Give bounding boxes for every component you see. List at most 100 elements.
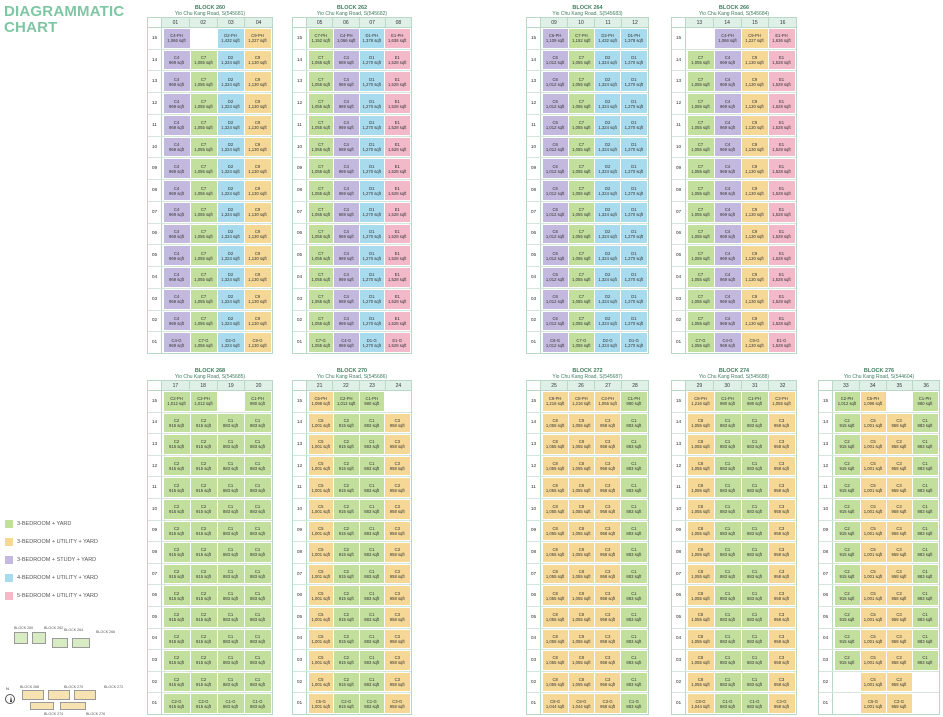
unit-cell: C1 883 sqft: [714, 564, 741, 584]
unit-area: 1,055 sqft: [691, 212, 710, 218]
unit-type: C3: [604, 504, 611, 510]
unit-area: 883 sqft: [720, 509, 735, 515]
unit-type: C3: [896, 417, 902, 423]
unit-area: 1,055 sqft: [194, 342, 213, 348]
floor-row: 01 C2-G 915 sqft C2-G 915 sqft C1-G 883 sqft C1…: [148, 693, 272, 714]
unit-type: C1-PH: [627, 396, 641, 402]
floor-units: C8 1,055 sqft C8 1,055 sqft C3 958 sqft C1 883 …: [541, 564, 648, 585]
unit-cell: D2 1,324 sqft: [595, 72, 621, 92]
unit-cell: C1 883 sqft: [621, 521, 647, 541]
unit-area: 1,055 sqft: [691, 444, 710, 450]
unit-area: 915 sqft: [196, 682, 211, 688]
unit-type: C2: [844, 612, 850, 618]
unit-area: 883 sqft: [250, 509, 265, 515]
floor-units: C8-G 1,044 sqft C1-G 883 sqft C1-G 883 sqft C3…: [686, 693, 796, 714]
floor-row: 07 C7 1,055 sqft C4 969 sqft C9 1,130 sqft E1 1,…: [672, 201, 796, 224]
unit-type: C1: [724, 569, 731, 575]
unit-cell: D2 1,324 sqft: [217, 224, 244, 244]
unit-area: 969 sqft: [720, 81, 735, 87]
floor-row: 06 C8 1,055 sqft C8 1,055 sqft C3 958 sqft C1 88…: [527, 585, 648, 607]
unit-cell: C7 1,055 sqft: [190, 72, 217, 92]
unit-area: 883 sqft: [364, 466, 380, 472]
unit-area: 958 sqft: [774, 660, 789, 666]
unit-area: 1,055 sqft: [545, 574, 565, 580]
unit-cell: C5 1,001 sqft: [860, 629, 886, 649]
unit-area: 915 sqft: [839, 466, 855, 472]
floor-label: 11: [293, 114, 307, 136]
key-block-label: BLOCK 272: [104, 685, 124, 689]
unit-type: C9: [751, 55, 758, 61]
floor-row: 14 C2 915 sqft C5 1,001 sqft C3 958 sqft C1 883 …: [819, 412, 939, 435]
floor-units: C8 1,055 sqft C1 883 sqft C1 883 sqft C3 958 sq…: [686, 499, 796, 520]
unit-type: C7: [697, 272, 704, 278]
unit-area: 1,270 sqft: [362, 277, 381, 283]
unit-type: C2: [343, 417, 349, 423]
unit-cell: C6 1,012 sqft: [542, 137, 568, 157]
unit-cell: C2 915 sqft: [334, 499, 359, 519]
unit-area: 915 sqft: [338, 552, 354, 558]
unit-number: 30: [714, 381, 742, 390]
unit-cell: C1 883 sqft: [217, 586, 244, 605]
unit-area: 1,001 sqft: [863, 487, 883, 493]
unit-cell: C7-G 1,055 sqft: [568, 333, 594, 353]
key-block-label: BLOCK 260: [14, 626, 34, 630]
floor-units: C6 1,012 sqft C7 1,055 sqft D2 1,324 sqft D1 1,…: [541, 311, 648, 332]
unit-cell: C3 958 sqft: [385, 499, 410, 519]
floor-units: C2-G 915 sqft C2-G 915 sqft C1-G 883 sqft C1-G…: [162, 693, 272, 714]
unit-area: 915 sqft: [338, 660, 354, 666]
unit-type: C3: [896, 655, 902, 661]
unit-type: C3: [778, 461, 785, 467]
floor-units: C4 969 sqft C7 1,055 sqft D2 1,324 sqft C9 1,13…: [162, 224, 272, 245]
unit-cell: C9-PH 1,227 sqft: [244, 29, 271, 48]
unit-cell: C5 1,001 sqft: [860, 672, 886, 692]
floor-units: C2 915 sqft C5 1,001 sqft C3 958 sqft C1 883 sq…: [833, 413, 939, 434]
unit-cell: C1 883 sqft: [741, 521, 768, 541]
unit-area: 1,130 sqft: [248, 168, 267, 174]
floor-label: 08: [672, 542, 686, 563]
unit-cell: C2 915 sqft: [190, 651, 217, 670]
unit-type: C5: [318, 590, 324, 596]
floor-units: C8 1,055 sqft C1 883 sqft C1 883 sqft C3 958 sq…: [686, 650, 796, 671]
unit-area: 883 sqft: [364, 595, 380, 601]
corner-cell: [672, 18, 686, 27]
unit-cell: C6 1,012 sqft: [542, 268, 568, 287]
unit-cell: C7 1,055 sqft: [308, 50, 333, 70]
unit-type: C7: [318, 142, 324, 148]
unit-area: 1,055 sqft: [691, 595, 710, 601]
unit-type: C8-G: [695, 698, 706, 704]
unit-area: 1,324 sqft: [221, 212, 240, 218]
unit-area: 1,130 sqft: [248, 103, 267, 109]
unit-area: 883 sqft: [364, 444, 380, 450]
unit-type: C6: [552, 98, 558, 104]
floor-units: C7-G 1,055 sqft C4-G 969 sqft D1-G 1,270 sqft…: [307, 332, 411, 353]
floor-row: 05 C2 915 sqft C5 1,001 sqft C3 958 sqft C1 883 …: [819, 606, 939, 629]
floor-label: 14: [527, 49, 541, 71]
unit-cell: C9 1,130 sqft: [244, 50, 271, 70]
floor-row: 15 C4-PH 1,066 sqft C9-PH 1,227 sqft E1-PH 1,6…: [672, 28, 796, 50]
unit-cell: C7 1,055 sqft: [568, 137, 594, 157]
unit-area: 1,044 sqft: [691, 703, 710, 709]
unit-cell: D1 1,270 sqft: [359, 289, 384, 309]
unit-type: C7-G: [695, 337, 706, 343]
unit-cell: D1 1,270 sqft: [621, 159, 647, 179]
unit-number: 06: [333, 18, 360, 27]
block-name: BLOCK 262: [336, 5, 368, 11]
unit-type: C9: [751, 315, 758, 321]
floor-units: C8 1,055 sqft C1 883 sqft C1 883 sqft C3 958 sq…: [686, 607, 796, 628]
unit-area: 915 sqft: [338, 682, 354, 688]
floor-row: 07 C8 1,055 sqft C8 1,055 sqft C3 958 sqft C1 88…: [527, 563, 648, 586]
unit-type: C2: [200, 439, 207, 445]
unit-cell: C1 883 sqft: [621, 672, 647, 692]
unit-area: 1,055 sqft: [545, 444, 565, 450]
floor-units: C4 969 sqft C7 1,055 sqft D2 1,324 sqft C9 1,13…: [162, 289, 272, 310]
unit-cell: C4 969 sqft: [334, 94, 359, 113]
unit-area: 883 sqft: [250, 638, 265, 644]
unit-type: C2: [844, 569, 850, 575]
unit-area: 958 sqft: [600, 574, 616, 580]
floor-label: 02: [527, 671, 541, 693]
unit-type: C7: [578, 250, 585, 256]
unit-cell: C1-PH 980 sqft: [741, 392, 768, 411]
floor-row: 10 C2 915 sqft C2 915 sqft C1 883 sqft C1 883 sq…: [148, 498, 272, 521]
floor-row: 11 C2 915 sqft C5 1,001 sqft C3 958 sqft C1 883 …: [819, 477, 939, 499]
unit-cell: C1 883 sqft: [912, 521, 938, 541]
